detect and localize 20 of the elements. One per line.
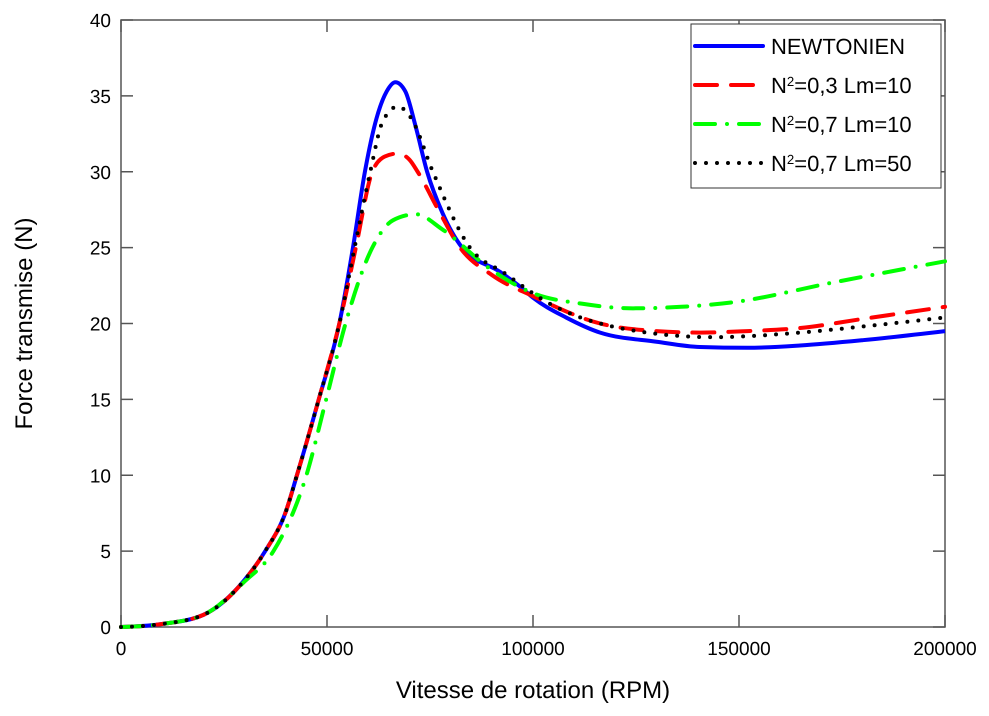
y-tick-label: 25 bbox=[90, 238, 111, 260]
y-tick-label: 15 bbox=[90, 390, 111, 412]
y-tick-label: 20 bbox=[90, 314, 111, 336]
x-tick-label: 200000 bbox=[913, 639, 977, 660]
x-tick-label: 0 bbox=[116, 639, 126, 660]
y-tick-label: 10 bbox=[90, 466, 111, 488]
y-tick-label: 35 bbox=[90, 86, 111, 108]
y-tick-label: 5 bbox=[100, 542, 111, 564]
y-tick-label: 40 bbox=[90, 11, 111, 32]
x-tick-label: 50000 bbox=[300, 639, 354, 660]
y-tick-label: 30 bbox=[90, 162, 111, 184]
x-tick-label: 100000 bbox=[501, 639, 565, 660]
x-axis-title: Vitesse de rotation (RPM) bbox=[396, 677, 670, 704]
x-tick-label: 150000 bbox=[707, 639, 771, 660]
legend-label: N$^{2}$=0,7 Lm=50 bbox=[771, 151, 912, 176]
y-axis-title: Force transmise (N) bbox=[11, 217, 38, 430]
y-tick-label: 0 bbox=[100, 618, 111, 639]
legend-label: NEWTONIEN bbox=[771, 34, 906, 59]
legend-label: N$^{2}$=0,3 Lm=10 bbox=[771, 73, 912, 98]
legend-label: N$^{2}$=0,7 Lm=10 bbox=[771, 112, 912, 137]
